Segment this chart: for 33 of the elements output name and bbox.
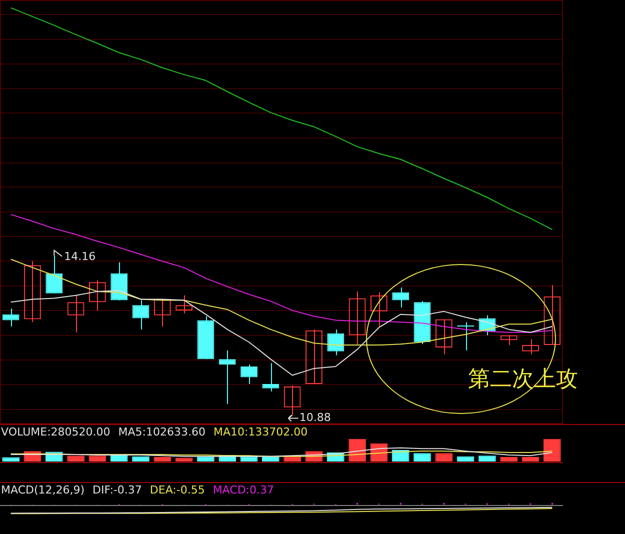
series-label: MA5:102633.60 xyxy=(118,425,206,438)
candlestick xyxy=(457,322,474,351)
series-label: MACD:0.37 xyxy=(212,483,274,496)
bar xyxy=(88,456,106,462)
bar xyxy=(522,457,540,462)
bar xyxy=(544,438,561,462)
bar xyxy=(154,457,172,462)
bar xyxy=(284,456,301,462)
candlestick xyxy=(262,362,280,392)
bar xyxy=(348,438,366,462)
candlestick xyxy=(218,350,236,405)
annotation: 10.88 xyxy=(299,411,331,424)
bar xyxy=(110,454,128,462)
bar xyxy=(414,453,431,462)
annotation: 14.16 xyxy=(64,250,96,264)
chart-title: VOLUME:280520.00 xyxy=(1,425,110,438)
chart-title: MACD(12,26,9) xyxy=(1,483,85,496)
bar xyxy=(67,456,84,462)
bar xyxy=(435,453,453,462)
candlestick xyxy=(392,287,410,308)
bar xyxy=(240,456,258,462)
bar xyxy=(175,458,193,462)
bar xyxy=(132,456,150,462)
bar xyxy=(456,456,474,462)
candlestick xyxy=(2,308,20,328)
bar xyxy=(500,457,518,462)
bar xyxy=(478,456,496,462)
series-label: DIF:-0.37 xyxy=(92,483,142,496)
series-label: MA10:133702.00 xyxy=(213,425,308,438)
bar xyxy=(262,457,280,462)
bar xyxy=(2,457,20,462)
series-label: DEA:-0.55 xyxy=(150,483,205,496)
bar xyxy=(197,456,214,462)
